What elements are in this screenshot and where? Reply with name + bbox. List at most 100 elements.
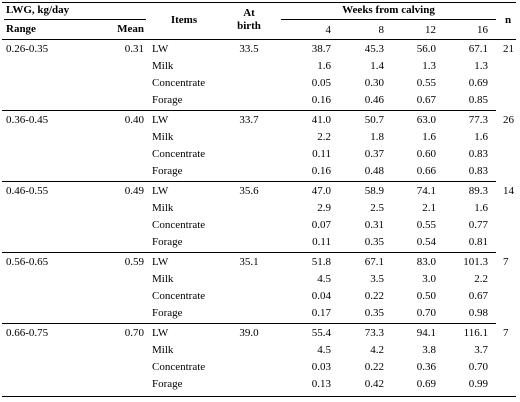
group-n: 14 [503,185,514,197]
table-cell-value: 1.3 [422,60,436,72]
group-at-birth: 33.5 [239,43,259,55]
table-row-item: LW [152,114,169,126]
group-n: 21 [503,43,514,55]
table-cell-value: 0.11 [312,148,331,160]
table-row-item: Concentrate [152,361,206,373]
table-cell-value: 0.07 [311,219,331,231]
table-cell-value: 0.16 [311,165,331,177]
table-cell-value: 1.4 [370,60,384,72]
table-row-item: Milk [152,131,174,143]
table-cell-value: 3.8 [422,344,436,356]
table-cell-value: 0.05 [311,77,331,89]
group-range: 0.36-0.45 [6,114,49,126]
table-cell-value: 4.5 [317,273,331,285]
header-n: n [504,14,512,26]
table-row-item: Forage [152,378,183,390]
table-row-item: Concentrate [152,148,206,160]
group-mean: 0.31 [124,43,144,55]
table-cell-value: 0.50 [416,290,436,302]
table-row-item: Concentrate [152,219,206,231]
table-cell-value: 3.5 [370,273,384,285]
top-rule [2,2,516,3]
table-cell-value: 0.16 [311,94,331,106]
table-cell-value: 1.6 [474,202,488,214]
header-week-16: 16 [477,24,488,36]
table-cell-value: 55.4 [311,327,331,339]
table-cell-value: 73.3 [364,327,384,339]
table-row-item: LW [152,327,169,339]
header-bottom-rule [2,39,516,40]
table-cell-value: 74.1 [416,185,436,197]
table-row-item: LW [152,185,169,197]
group-mean: 0.70 [124,327,144,339]
table-cell-value: 0.99 [468,378,488,390]
header-weeks-from-calving: Weeks from calving [342,4,435,16]
header-week-4: 4 [325,24,332,36]
table-cell-value: 0.30 [364,77,384,89]
table-cell-value: 1.6 [317,60,331,72]
table-row-item: Milk [152,60,174,72]
table-cell-value: 2.2 [474,273,488,285]
table-cell-value: 0.83 [468,165,488,177]
table-cell-value: 41.0 [311,114,331,126]
weeks-underline [281,19,496,20]
header-lwg: LWG, kg/day [6,4,70,16]
table-cell-value: 0.35 [364,236,384,248]
header-week-8: 8 [378,24,385,36]
group-at-birth: 35.6 [239,185,259,197]
table-cell-value: 89.3 [468,185,488,197]
table-cell-value: 0.55 [416,77,436,89]
table-cell-value: 58.9 [364,185,384,197]
group-n: 7 [503,256,509,268]
table-row-item: LW [152,43,169,55]
table-cell-value: 0.55 [416,219,436,231]
group-mean: 0.40 [124,114,144,126]
table-cell-value: 56.0 [416,43,436,55]
table-cell-value: 0.17 [311,307,331,319]
table-cell-value: 3.7 [474,344,488,356]
table-cell-value: 0.22 [364,290,384,302]
table-cell-value: 1.8 [370,131,384,143]
table-cell-value: 0.04 [311,290,331,302]
table-cell-value: 0.22 [364,361,384,373]
table-cell-value: 0.83 [468,148,488,160]
table-cell-value: 47.0 [311,185,331,197]
lwg-underline [4,19,146,20]
table-cell-value: 2.5 [370,202,384,214]
table-cell-value: 101.3 [463,256,488,268]
group-range: 0.56-0.65 [6,256,49,268]
table-cell-value: 0.66 [416,165,436,177]
table-cell-value: 51.8 [311,256,331,268]
table-cell-value: 0.11 [312,236,331,248]
header-at: At [243,7,255,19]
table-cell-value: 1.6 [422,131,436,143]
table-cell-value: 0.60 [416,148,436,160]
table-row-item: Forage [152,307,183,319]
header-birth: birth [237,20,261,32]
table-cell-value: 0.54 [416,236,436,248]
group-at-birth: 33.7 [239,114,259,126]
table-cell-value: 0.36 [416,361,436,373]
table-row-item: Forage [152,236,183,248]
table-cell-value: 77.3 [468,114,488,126]
table-row-item: Forage [152,94,183,106]
table-row-item: Milk [152,273,174,285]
group-separator [2,323,496,324]
group-separator [2,110,496,111]
table-cell-value: 45.3 [364,43,384,55]
bottom-rule [2,396,516,397]
header-range: Range [6,23,36,35]
table-cell-value: 1.3 [474,60,488,72]
table-cell-value: 63.0 [416,114,436,126]
group-range: 0.26-0.35 [6,43,49,55]
table-cell-value: 0.69 [416,378,436,390]
table-cell-value: 0.67 [468,290,488,302]
table-cell-value: 0.42 [364,378,384,390]
header-items: Items [170,14,198,26]
table-row-item: Forage [152,165,183,177]
table-cell-value: 83.0 [416,256,436,268]
table-cell-value: 0.70 [416,307,436,319]
table-cell-value: 116.1 [463,327,488,339]
table-cell-value: 0.46 [364,94,384,106]
group-at-birth: 35.1 [239,256,259,268]
